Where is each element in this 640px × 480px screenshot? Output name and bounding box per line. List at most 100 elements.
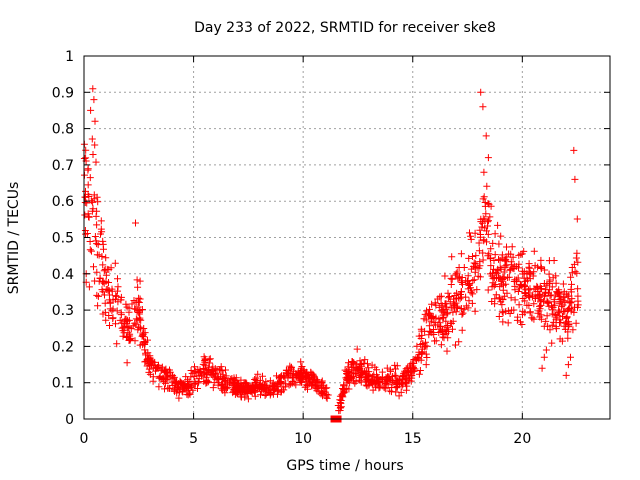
data-point-outlier xyxy=(484,154,492,162)
data-point xyxy=(568,269,576,277)
data-point xyxy=(238,385,245,392)
data-point xyxy=(552,314,560,322)
data-point xyxy=(398,382,406,390)
data-point xyxy=(429,312,437,320)
data-point xyxy=(101,299,109,307)
data-point xyxy=(500,274,508,282)
data-point xyxy=(134,306,142,314)
data-point xyxy=(280,386,288,394)
data-point xyxy=(384,381,392,389)
data-point xyxy=(573,215,581,223)
data-point xyxy=(437,292,445,300)
data-point xyxy=(511,296,519,304)
data-point xyxy=(93,221,101,229)
data-point xyxy=(463,277,471,285)
data-point-outlier xyxy=(132,219,139,227)
data-point-outlier xyxy=(90,96,98,104)
data-point xyxy=(458,293,465,301)
x-tick-label: 20 xyxy=(513,431,531,447)
data-point xyxy=(507,265,515,273)
data-point xyxy=(559,312,566,320)
data-point xyxy=(241,385,249,393)
data-point xyxy=(473,286,481,294)
data-point xyxy=(120,320,128,328)
data-point xyxy=(552,325,560,333)
data-point xyxy=(441,272,449,280)
data-point xyxy=(353,345,361,353)
data-point xyxy=(194,385,201,392)
data-point xyxy=(481,224,489,232)
data-point xyxy=(324,391,332,399)
data-point xyxy=(545,270,553,278)
data-point xyxy=(507,258,515,266)
data-point xyxy=(323,384,331,392)
data-point xyxy=(511,282,519,290)
data-point xyxy=(436,293,444,301)
data-point xyxy=(155,374,163,382)
data-point-outlier xyxy=(570,146,578,154)
data-point xyxy=(197,369,205,377)
data-point xyxy=(302,373,309,381)
data-point xyxy=(112,292,120,300)
data-point xyxy=(519,270,527,278)
data-point xyxy=(564,334,572,342)
data-point xyxy=(229,387,237,395)
data-point xyxy=(114,275,121,283)
data-point xyxy=(187,381,195,389)
data-point xyxy=(444,322,452,329)
data-point-outlier xyxy=(87,106,95,114)
data-point xyxy=(237,391,245,399)
data-point xyxy=(230,378,238,386)
data-point xyxy=(314,377,322,385)
data-point xyxy=(306,379,314,387)
data-point xyxy=(142,351,150,359)
data-point xyxy=(337,403,345,411)
data-point xyxy=(498,254,506,262)
data-point xyxy=(509,253,517,261)
data-point xyxy=(573,249,581,257)
data-point xyxy=(214,381,222,389)
data-point xyxy=(254,370,262,378)
x-tick-label: 15 xyxy=(404,431,422,447)
data-point xyxy=(408,359,416,367)
data-point xyxy=(467,232,474,240)
data-point xyxy=(495,294,503,302)
data-point xyxy=(260,386,268,393)
data-point xyxy=(490,274,498,282)
data-point xyxy=(391,371,399,379)
data-point xyxy=(499,296,507,304)
data-point-outlier xyxy=(482,132,490,140)
data-point xyxy=(105,266,113,273)
data-point xyxy=(82,146,90,154)
data-point xyxy=(149,377,157,385)
data-point xyxy=(210,370,218,377)
data-point xyxy=(499,318,507,326)
data-point xyxy=(131,319,139,327)
data-point xyxy=(365,381,373,389)
x-tick-label: 0 xyxy=(80,431,89,447)
data-point xyxy=(136,295,144,303)
data-point xyxy=(440,313,448,321)
data-point xyxy=(489,269,497,277)
data-point xyxy=(458,326,466,334)
data-point xyxy=(130,297,138,304)
data-point xyxy=(141,346,149,354)
data-point xyxy=(487,245,495,253)
data-point xyxy=(132,315,140,323)
data-point xyxy=(92,158,100,166)
data-point xyxy=(402,386,410,394)
data-point xyxy=(81,211,89,219)
data-point xyxy=(93,268,101,276)
data-point xyxy=(273,372,280,380)
data-point xyxy=(109,315,117,323)
data-point xyxy=(491,230,499,238)
data-point xyxy=(517,318,524,326)
data-point xyxy=(356,357,364,365)
data-point xyxy=(114,287,121,295)
data-point xyxy=(247,388,255,395)
data-point xyxy=(495,255,502,263)
data-point xyxy=(455,264,463,271)
data-point xyxy=(415,370,423,378)
data-point xyxy=(233,389,241,397)
y-tick-label: 1 xyxy=(65,49,74,65)
